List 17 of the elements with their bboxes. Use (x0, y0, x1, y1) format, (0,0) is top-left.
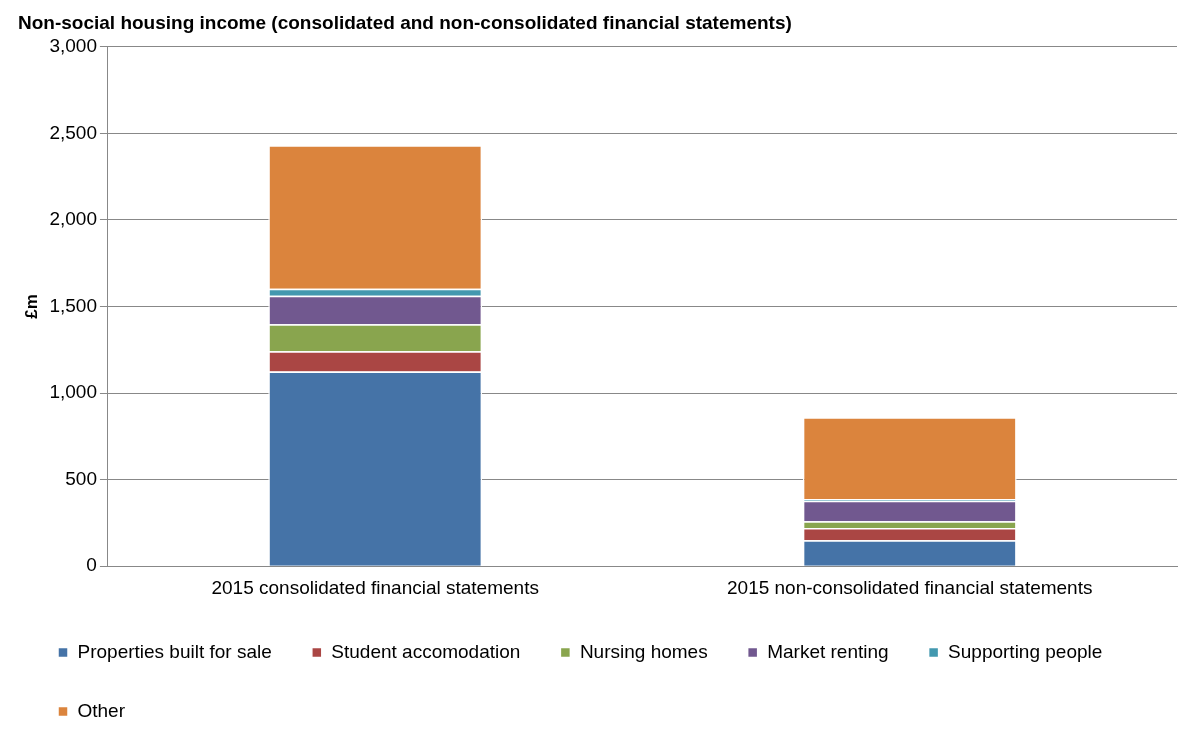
y-tick-label: 2,000 (49, 208, 97, 230)
legend-label: Properties built for sale (77, 640, 272, 662)
legend-label: Supporting people (948, 640, 1103, 662)
legend-label: Nursing homes (579, 640, 708, 662)
y-tick-label: 0 (86, 554, 97, 576)
legend-label: Market renting (767, 640, 889, 662)
y-tick-label: 1,500 (49, 294, 97, 316)
legend-label: Student accomodation (331, 640, 521, 662)
y-tick-label: 500 (65, 467, 97, 489)
legend-label: Other (77, 699, 126, 721)
y-tick-label: 1,000 (49, 381, 97, 403)
x-tick-label: 2015 consolidated financial statements (211, 576, 539, 598)
y-tick-label: 3,000 (49, 35, 97, 57)
y-tick-label: 2,500 (49, 121, 97, 143)
y-axis-title: £m (21, 294, 41, 319)
chart-title: Non-social housing income (consolidated and non-consolidated financial statements) (18, 11, 792, 33)
x-tick-label: 2015 non-consolidated financial statements (727, 576, 1093, 598)
